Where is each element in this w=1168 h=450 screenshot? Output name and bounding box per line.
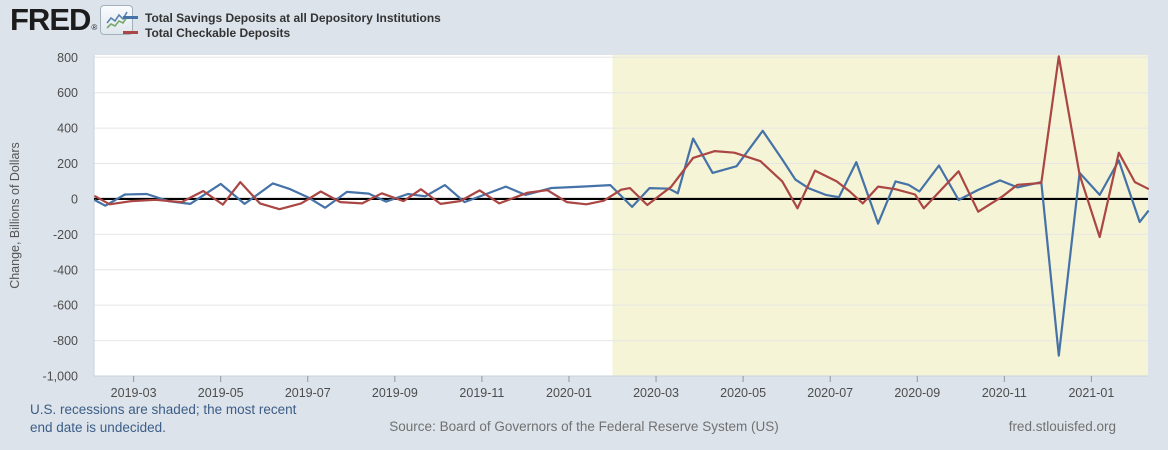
registered-trademark-symbol: ® (91, 23, 98, 32)
y-tick-label: -200 (53, 228, 78, 242)
y-tick-label: -400 (53, 263, 78, 277)
fred-logo-text: FRED (10, 2, 91, 37)
legend-swatch-checkable (123, 31, 138, 34)
legend-item-checkable: Total Checkable Deposits (123, 25, 441, 40)
legend: Total Savings Deposits at all Depository… (123, 10, 441, 40)
y-tick-label: -800 (53, 334, 78, 348)
series-line-checkable-deposits (94, 55, 1150, 239)
x-tick-label: 2019-09 (372, 386, 418, 400)
fred-logo[interactable]: FRED ® (10, 2, 134, 37)
legend-swatch-savings (123, 16, 138, 19)
x-tick-label: 2020-07 (807, 386, 853, 400)
x-tick-label: 2020-03 (633, 386, 679, 400)
y-tick-label: 0 (71, 192, 78, 206)
y-tick-label: 200 (57, 157, 78, 171)
x-tick-label: 2021-01 (1068, 386, 1114, 400)
fred-sparkline-icon (100, 5, 134, 35)
y-tick-label: 800 (57, 51, 78, 65)
y-tick-label: -600 (53, 299, 78, 313)
x-tick-label: 2020-11 (982, 386, 1027, 400)
x-tick-label: 2019-11 (459, 386, 504, 400)
fred-site-link[interactable]: fred.stlouisfed.org (1008, 419, 1116, 434)
source-text[interactable]: Source: Board of Governors of the Federa… (389, 419, 779, 434)
x-tick-label: 2020-05 (720, 386, 766, 400)
legend-item-savings: Total Savings Deposits at all Depository… (123, 10, 441, 25)
x-tick-label: 2019-07 (285, 386, 331, 400)
recession-note-line2: end date is undecided. (30, 420, 166, 435)
y-tick-label: 400 (57, 122, 78, 136)
x-tick-label: 2020-01 (546, 386, 592, 400)
recession-note: U.S. recessions are shaded; the most rec… (30, 401, 296, 437)
legend-label-checkable: Total Checkable Deposits (145, 25, 291, 40)
x-tick-label: 2019-03 (111, 386, 157, 400)
x-tick-label: 2020-09 (894, 386, 940, 400)
y-axis-title: Change, Billions of Dollars (8, 142, 22, 289)
x-tick-label: 2019-05 (198, 386, 244, 400)
y-tick-label: 600 (57, 86, 78, 100)
legend-label-savings: Total Savings Deposits at all Depository… (145, 10, 441, 25)
y-tick-label: -1,000 (43, 370, 78, 384)
recession-note-line1: U.S. recessions are shaded; the most rec… (30, 402, 297, 417)
